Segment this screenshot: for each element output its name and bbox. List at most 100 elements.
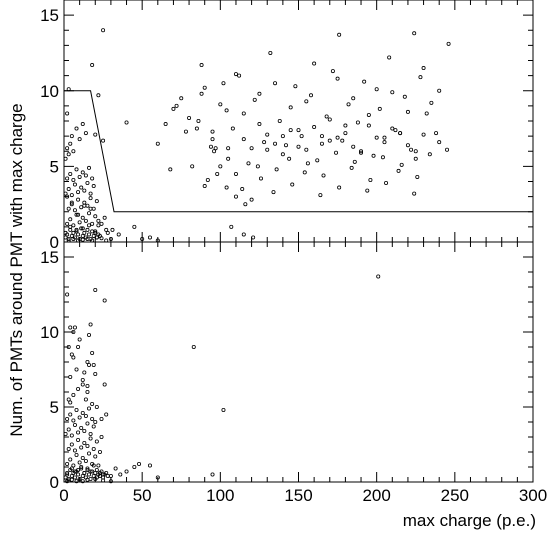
data-point xyxy=(74,367,79,372)
data-point xyxy=(305,161,310,166)
data-point xyxy=(68,325,73,330)
y-tick-label: 15 xyxy=(40,248,59,267)
data-point xyxy=(137,461,142,466)
data-point xyxy=(445,147,450,152)
data-point xyxy=(79,205,84,210)
data-point xyxy=(241,137,246,142)
data-point xyxy=(382,135,387,140)
data-point xyxy=(71,236,76,241)
data-point xyxy=(302,170,307,175)
data-point xyxy=(210,137,215,142)
data-point xyxy=(66,206,71,211)
data-point xyxy=(69,442,74,447)
data-point xyxy=(66,152,71,157)
data-point xyxy=(87,406,92,411)
data-point xyxy=(405,109,410,114)
data-point xyxy=(366,123,371,128)
data-point xyxy=(202,85,207,90)
data-point xyxy=(80,237,85,242)
data-point xyxy=(210,129,215,134)
data-point xyxy=(355,120,360,125)
data-point xyxy=(230,126,235,131)
data-point xyxy=(237,73,242,78)
data-point xyxy=(71,177,76,182)
data-point xyxy=(97,470,102,475)
data-point xyxy=(437,88,442,93)
data-point xyxy=(65,221,70,226)
data-point xyxy=(93,470,98,475)
data-point xyxy=(63,156,68,161)
data-point xyxy=(82,230,87,235)
data-point xyxy=(90,63,95,68)
data-point xyxy=(233,194,238,199)
data-point xyxy=(215,171,220,176)
data-point xyxy=(293,84,298,89)
data-point xyxy=(102,382,107,387)
data-point xyxy=(105,473,110,478)
data-point xyxy=(104,470,109,475)
data-point xyxy=(85,466,90,471)
data-point xyxy=(85,359,90,364)
data-point xyxy=(80,170,85,175)
data-point xyxy=(101,478,106,483)
data-point xyxy=(99,416,104,421)
data-point xyxy=(82,470,87,475)
data-point xyxy=(113,466,118,471)
data-point xyxy=(132,224,137,229)
data-point xyxy=(299,134,304,139)
data-point xyxy=(76,212,81,217)
data-point xyxy=(93,132,98,137)
data-point xyxy=(208,144,213,149)
data-point xyxy=(80,455,85,460)
data-point xyxy=(80,382,85,387)
data-point xyxy=(371,153,376,158)
data-point xyxy=(99,434,104,439)
data-point xyxy=(76,472,81,477)
data-point xyxy=(85,389,90,394)
data-point xyxy=(376,274,381,279)
data-point xyxy=(147,463,152,468)
data-point xyxy=(366,112,371,117)
data-point xyxy=(79,185,84,190)
data-point xyxy=(77,337,82,342)
y-tick-label: 10 xyxy=(40,82,59,101)
data-point xyxy=(91,473,96,478)
data-point xyxy=(349,165,354,170)
data-point xyxy=(76,197,81,202)
data-point xyxy=(71,418,76,423)
data-point xyxy=(65,176,70,181)
top-panel: 0 5 10 15 xyxy=(40,0,534,252)
data-point xyxy=(288,128,293,133)
data-point xyxy=(65,146,70,151)
data-point xyxy=(205,177,210,182)
data-point xyxy=(76,344,81,349)
data-point xyxy=(327,117,332,122)
data-point xyxy=(330,69,335,74)
data-point xyxy=(351,96,356,101)
data-point xyxy=(243,202,248,207)
data-point xyxy=(90,176,95,181)
data-point xyxy=(90,350,95,355)
data-point xyxy=(79,464,84,469)
data-point xyxy=(99,236,104,241)
data-point xyxy=(76,386,81,391)
data-point xyxy=(390,126,395,131)
y-tick-label: 15 xyxy=(40,6,59,25)
data-point xyxy=(265,132,270,137)
data-point xyxy=(80,122,85,127)
data-point xyxy=(104,412,109,417)
data-point xyxy=(262,140,267,145)
data-point xyxy=(140,236,145,241)
bottom-scatter-points xyxy=(63,274,381,484)
data-point xyxy=(74,229,79,234)
data-point xyxy=(69,202,74,207)
data-point xyxy=(71,230,76,235)
data-point xyxy=(368,177,373,182)
data-point xyxy=(87,211,92,216)
data-point xyxy=(287,156,292,161)
data-point xyxy=(340,138,345,143)
data-point xyxy=(74,452,79,457)
data-point xyxy=(85,236,90,241)
data-point xyxy=(124,120,129,125)
data-point xyxy=(179,96,184,101)
